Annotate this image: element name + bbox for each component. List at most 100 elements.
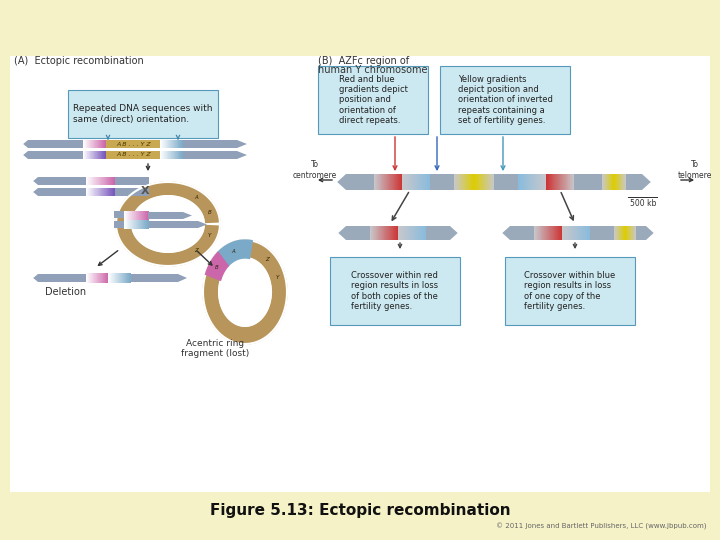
Bar [389, 226, 390, 240]
Bar [146, 211, 148, 220]
Bar [554, 226, 555, 240]
Bar [119, 273, 120, 283]
Bar [84, 140, 86, 148]
Bar [611, 174, 612, 190]
Bar [604, 174, 605, 190]
Bar [84, 151, 85, 159]
Bar [622, 226, 624, 240]
Bar [141, 220, 142, 229]
Bar [384, 226, 385, 240]
Bar [170, 151, 171, 159]
Bar [469, 174, 471, 190]
Bar [487, 174, 488, 190]
Bar [102, 273, 104, 283]
Bar [135, 220, 136, 229]
Bar [110, 177, 112, 185]
Bar [622, 226, 623, 240]
Bar [125, 273, 126, 283]
Bar [543, 174, 544, 190]
Bar [621, 174, 622, 190]
Polygon shape [203, 240, 287, 344]
Bar [627, 226, 628, 240]
Bar [113, 273, 114, 283]
Bar [160, 151, 161, 159]
Bar [568, 226, 569, 240]
Bar [590, 226, 614, 240]
Bar [411, 174, 412, 190]
Bar [89, 273, 90, 283]
Polygon shape [183, 212, 192, 219]
Bar [177, 140, 179, 148]
Bar [628, 197, 658, 198]
Bar [406, 174, 408, 190]
Bar [454, 174, 455, 190]
Bar [148, 212, 183, 219]
Bar [164, 140, 165, 148]
Bar [542, 226, 544, 240]
Bar [384, 174, 385, 190]
Bar [143, 220, 144, 229]
Bar [468, 174, 469, 190]
Bar [549, 226, 551, 240]
Bar [563, 174, 564, 190]
Bar [388, 226, 389, 240]
Bar [406, 226, 407, 240]
Bar [389, 174, 390, 190]
Bar [574, 174, 602, 190]
Bar [562, 226, 564, 240]
Bar [618, 174, 619, 190]
Bar [91, 177, 92, 185]
Polygon shape [338, 226, 346, 240]
Bar [489, 174, 490, 190]
Bar [397, 226, 399, 240]
Bar [142, 220, 143, 229]
Bar [104, 151, 105, 159]
Bar [562, 174, 564, 190]
Bar [402, 226, 404, 240]
Bar [370, 226, 371, 240]
Bar [481, 174, 482, 190]
Bar [466, 174, 467, 190]
Bar [127, 211, 129, 220]
Polygon shape [23, 151, 28, 159]
Bar [175, 151, 176, 159]
Bar [131, 211, 132, 220]
Bar [169, 140, 170, 148]
Bar [457, 174, 458, 190]
Bar [375, 174, 376, 190]
Bar [420, 174, 422, 190]
Bar [523, 174, 524, 190]
Bar [527, 174, 528, 190]
Bar [94, 140, 95, 148]
Bar [99, 273, 100, 283]
Bar [144, 220, 145, 229]
Bar [537, 226, 538, 240]
Bar [125, 211, 126, 220]
Bar [179, 140, 180, 148]
Bar [98, 151, 99, 159]
Bar [377, 226, 378, 240]
Bar [415, 226, 417, 240]
Bar [98, 188, 99, 196]
Bar [143, 220, 145, 229]
Text: Figure 5.13: Ectopic recombination: Figure 5.13: Ectopic recombination [210, 503, 510, 517]
Bar [571, 174, 572, 190]
Bar [620, 174, 621, 190]
Bar [400, 174, 401, 190]
Bar [384, 174, 386, 190]
Bar [404, 226, 405, 240]
Text: Yellow gradients
depict position and
orientation of inverted
repeats containing : Yellow gradients depict position and ori… [458, 75, 552, 125]
Bar [553, 226, 554, 240]
Bar [97, 140, 98, 148]
Bar [626, 226, 627, 240]
Bar [533, 174, 534, 190]
Bar [91, 273, 92, 283]
Bar [420, 226, 421, 240]
Bar [141, 211, 142, 220]
Bar [634, 226, 635, 240]
Bar [536, 174, 537, 190]
Bar [127, 220, 128, 229]
Bar [521, 174, 522, 190]
Bar [133, 211, 134, 220]
Bar [109, 177, 110, 185]
